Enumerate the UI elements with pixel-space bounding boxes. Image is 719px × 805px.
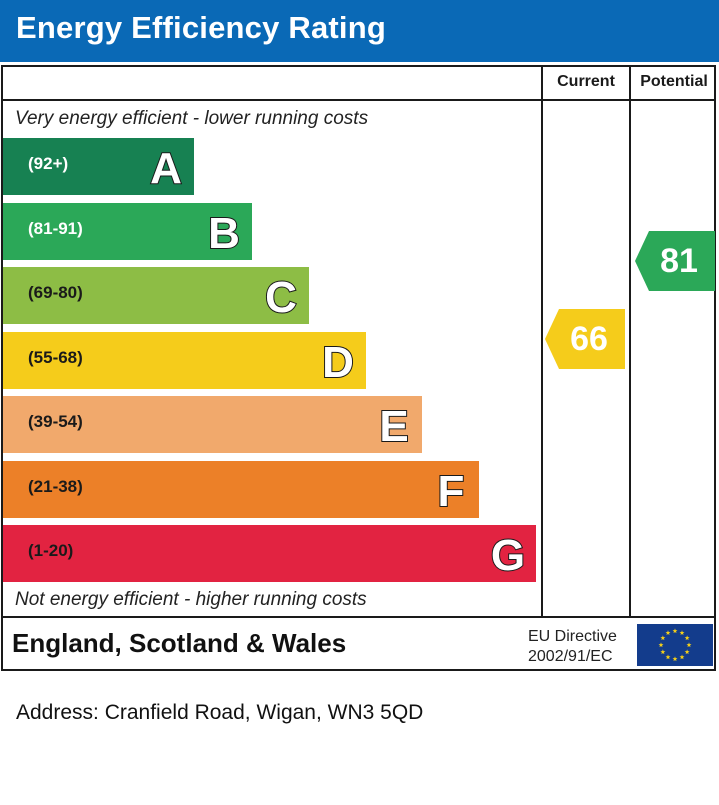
address-text: Address: Cranfield Road, Wigan, WN3 5QD: [16, 701, 424, 724]
potential-rating-arrow-shape: [635, 231, 715, 291]
eu-directive-line2: 2002/91/EC: [528, 648, 613, 665]
current-rating-arrow-value: 66: [570, 319, 608, 358]
band-e: (39-54) E: [3, 396, 422, 453]
current-column-divider: [541, 65, 543, 618]
band-a-letter: A: [149, 143, 183, 194]
eu-star-icon: [684, 635, 690, 641]
rating-frame: [1, 65, 716, 671]
band-a-range: (92+): [28, 154, 69, 173]
band-g-range: (1-20): [28, 541, 74, 560]
svg-text:B: B: [208, 209, 240, 258]
bottom-caption: Not energy efficient - higher running co…: [15, 589, 367, 610]
band-f: (21-38) F: [3, 461, 479, 518]
top-caption: Very energy efficient - lower running co…: [15, 108, 369, 129]
potential-rating-arrow: 81: [635, 231, 715, 291]
eu-star-icon: [679, 654, 685, 660]
country-label: England, Scotland & Wales: [12, 628, 347, 658]
eu-star-icon: [658, 642, 664, 648]
band-b: (81-91) B: [3, 203, 252, 260]
band-c-range: (69-80): [28, 283, 83, 302]
potential-rating-arrow-value: 81: [660, 241, 698, 280]
band-e-range: (39-54): [28, 412, 83, 431]
svg-text:C: C: [265, 273, 297, 322]
eu-directive-line1: EU Directive: [528, 628, 617, 645]
band-f-range: (21-38): [28, 477, 83, 496]
current-rating-arrow-shape: [545, 309, 625, 369]
band-g-letter: G: [490, 530, 526, 581]
eu-star-icon: [660, 635, 666, 641]
potential-column-divider: [629, 65, 631, 618]
potential-column-header: Potential: [640, 73, 708, 90]
svg-text:E: E: [379, 402, 408, 451]
band-c: (69-80) C: [3, 267, 309, 324]
band-a: (92+) A: [3, 138, 194, 195]
band-f-letter: F: [437, 466, 466, 517]
eu-directive-text: EU Directive 2002/91/EC: [528, 627, 617, 667]
band-d-letter: D: [321, 337, 355, 388]
current-column-header: Current: [557, 73, 615, 90]
band-c-letter: C: [264, 272, 298, 323]
eu-star-icon: [684, 649, 690, 655]
chart-title: Energy Efficiency Rating: [16, 10, 387, 45]
band-g: (1-20) G: [3, 525, 536, 582]
svg-text:D: D: [322, 338, 354, 387]
eu-flag-icon: [637, 624, 713, 666]
header-bar: Energy Efficiency Rating: [0, 0, 719, 62]
footer-divider: [1, 616, 716, 618]
eu-star-icon: [679, 630, 685, 635]
band-b-letter: B: [207, 208, 241, 259]
eu-star-icon: [665, 654, 671, 660]
band-d: (55-68) D: [3, 332, 366, 389]
eu-star-icon: [686, 642, 692, 648]
svg-text:A: A: [150, 144, 182, 193]
eu-star-icon: [672, 628, 678, 634]
eu-star-icon: [672, 656, 678, 662]
eu-star-icon: [660, 649, 666, 655]
current-rating-arrow: 66: [545, 309, 625, 369]
svg-text:G: G: [491, 531, 525, 580]
band-b-range: (81-91): [28, 219, 83, 238]
header-row-divider: [1, 99, 716, 101]
band-d-range: (55-68): [28, 348, 83, 367]
svg-text:F: F: [438, 467, 465, 516]
band-e-letter: E: [378, 401, 409, 452]
eu-star-icon: [665, 630, 671, 635]
